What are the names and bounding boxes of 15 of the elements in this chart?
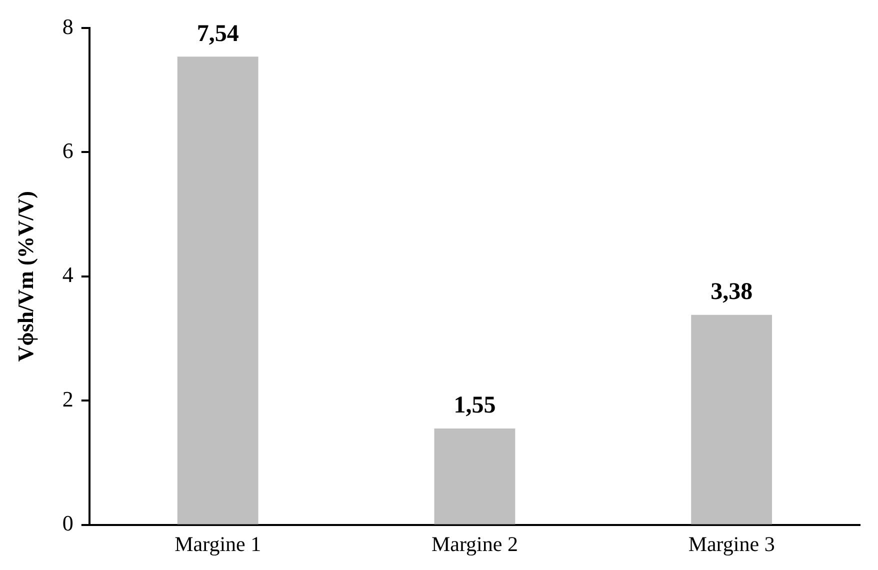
x-tick-label: Margine 1 [174, 532, 262, 556]
bar [434, 428, 516, 524]
y-tick-label: 4 [62, 262, 74, 288]
data-label: 7,54 [196, 20, 239, 47]
y-axis-title: Vϕsh/Vm (%V/V) [12, 191, 38, 362]
y-tick-label: 8 [62, 14, 74, 39]
y-tick-label: 0 [62, 510, 74, 536]
bar [691, 314, 772, 524]
data-label: 1,55 [454, 392, 496, 419]
bar [177, 56, 258, 524]
y-tick-label: 2 [62, 386, 74, 412]
y-tick-label: 6 [62, 138, 74, 163]
data-label: 3,38 [710, 279, 753, 306]
x-tick-label: Margine 2 [431, 532, 518, 556]
x-tick-label: Margine 3 [688, 532, 775, 556]
